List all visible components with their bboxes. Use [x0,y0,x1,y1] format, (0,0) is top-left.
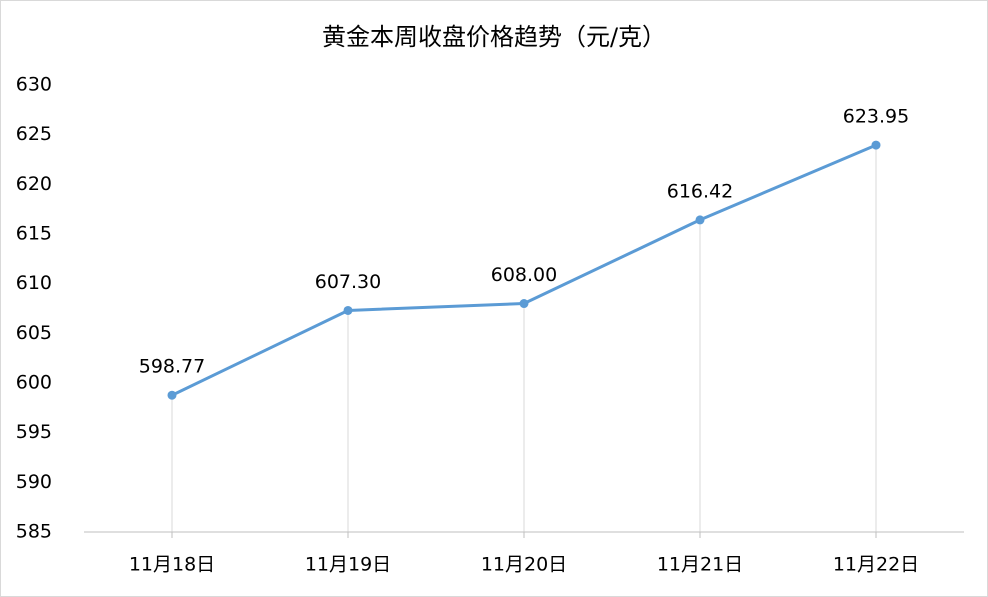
x-tick-label: 11月22日 [833,554,919,576]
y-tick-label: 585 [16,521,52,543]
x-tick-label: 11月18日 [129,554,215,576]
y-tick-label: 630 [16,74,52,96]
x-tick-label: 11月20日 [481,554,567,576]
y-tick-label: 595 [16,421,52,443]
data-point [167,390,177,400]
y-tick-label: 605 [16,322,52,344]
x-tick-label: 11月21日 [657,554,743,576]
data-label: 623.95 [843,106,909,128]
y-tick-label: 600 [16,372,52,394]
y-tick-label: 590 [16,471,52,493]
data-label: 607.30 [315,271,381,293]
y-tick-label: 625 [16,123,52,145]
data-point [519,299,529,309]
y-tick-label: 610 [16,272,52,294]
data-label: 608.00 [491,264,557,286]
y-tick-label: 620 [16,173,52,195]
data-point [871,140,881,150]
data-label: 598.77 [139,356,205,378]
x-tick-label: 11月19日 [305,554,391,576]
data-point [695,215,705,225]
chart-title: 黄金本周收盘价格趋势（元/克） [322,23,666,51]
data-point [343,305,353,315]
data-label: 616.42 [667,180,733,202]
y-tick-label: 615 [16,223,52,245]
